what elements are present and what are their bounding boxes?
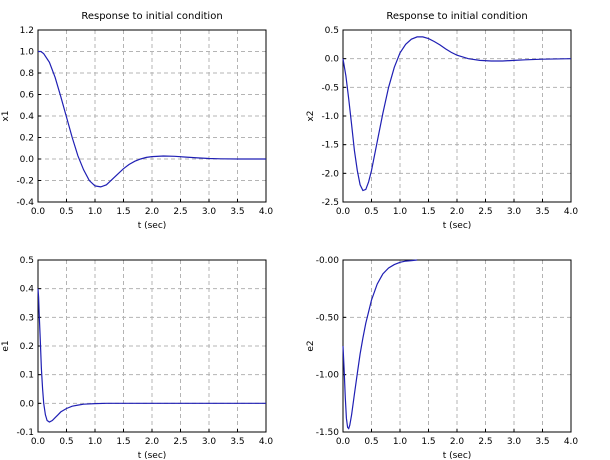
x-tick-label: 1.5 <box>116 207 130 217</box>
x-tick-label: 1.0 <box>393 437 408 447</box>
x-tick-label: 0.0 <box>31 437 46 447</box>
y-tick-label: 0.5 <box>20 256 34 266</box>
y-tick-label: -1.5 <box>321 141 339 151</box>
x-tick-label: 2.5 <box>478 207 492 217</box>
y-tick-label: 0.0 <box>20 155 35 165</box>
x-tick-label: 4.0 <box>564 207 579 217</box>
x-tick-label: 0.0 <box>336 207 351 217</box>
x-tick-label: 1.5 <box>116 437 130 447</box>
y-tick-label: 0.4 <box>20 285 35 295</box>
chart-title: Response to initial condition <box>81 11 222 22</box>
y-axis-label: x2 <box>306 110 316 121</box>
x-tick-label: 2.0 <box>145 437 160 447</box>
y-tick-label: -0.5 <box>321 83 339 93</box>
x-axis-label: t (sec) <box>138 221 167 231</box>
x-tick-label: 1.0 <box>88 437 103 447</box>
subplot-1: 0.0 0.5 1.0 1.5 2.0 2.5 3.0 3.5 4.0 1.2 1.0 0.8 0.6 0… <box>1 11 273 231</box>
x-tick-label: 3.0 <box>202 207 217 217</box>
x-tick-label: 4.0 <box>259 207 274 217</box>
y-tick-label: 0.3 <box>20 313 34 323</box>
subplot-3: 0.0 0.5 1.0 1.5 2.0 2.5 3.0 3.5 4.0 0.5 0.4 0.3 0.2 0… <box>1 256 273 460</box>
x-tick-label: 3.0 <box>507 207 522 217</box>
x-tick-label: 0.0 <box>336 437 351 447</box>
y-tick-label: 0.4 <box>20 112 35 122</box>
x-tick-label: 3.0 <box>202 437 217 447</box>
subplot-2: 0.0 0.5 1.0 1.5 2.0 2.5 3.0 3.5 4.0 0.5 0.0 -0.5 -1.… <box>306 11 578 231</box>
series-line-x1 <box>38 50 266 188</box>
x-tick-label: 3.5 <box>230 207 244 217</box>
plot-frame <box>37 29 267 203</box>
x-tick-label: 0.5 <box>364 207 378 217</box>
x-tick-label: 3.5 <box>230 437 244 447</box>
y-tick-label: 1.2 <box>20 26 34 36</box>
x-tick-label: 2.0 <box>145 207 160 217</box>
plot-frame <box>37 259 267 433</box>
subplot-4: 0.0 0.5 1.0 1.5 2.0 2.5 3.0 3.5 4.0 -0.00 -0.50 -1.… <box>306 256 578 460</box>
x-tick-label: 2.0 <box>450 437 465 447</box>
y-tick-label: 0.5 <box>325 26 339 36</box>
y-axis-label: e2 <box>306 340 316 351</box>
x-tick-label: 4.0 <box>564 437 579 447</box>
y-tick-label: -1.00 <box>316 371 340 381</box>
x-tick-label: 1.0 <box>88 207 103 217</box>
x-axis-label: t (sec) <box>443 451 472 460</box>
y-tick-label: -0.2 <box>16 177 34 187</box>
y-tick-label: 0.2 <box>20 342 34 352</box>
x-tick-label: 0.0 <box>31 207 46 217</box>
chart-title: Response to initial condition <box>386 11 527 22</box>
y-tick-label: 0.0 <box>325 55 340 65</box>
x-tick-label: 2.5 <box>478 437 492 447</box>
x-tick-label: 2.0 <box>450 207 465 217</box>
y-tick-label: -1.50 <box>316 428 340 438</box>
x-tick-label: 3.5 <box>535 207 549 217</box>
y-tick-label: 0.6 <box>20 91 35 101</box>
x-tick-label: 4.0 <box>259 437 274 447</box>
y-tick-label: 1.0 <box>20 48 35 58</box>
y-tick-label: -2.5 <box>321 198 339 208</box>
y-tick-label: -0.00 <box>316 256 340 266</box>
x-tick-label: 1.5 <box>421 437 435 447</box>
x-tick-label: 0.5 <box>59 437 73 447</box>
series-line-e2 <box>342 259 418 430</box>
series-line-e1 <box>37 288 266 423</box>
x-tick-label: 3.0 <box>507 437 522 447</box>
y-tick-label: -0.1 <box>16 428 34 438</box>
x-tick-label: 2.5 <box>173 437 187 447</box>
y-tick-label: -0.4 <box>16 198 34 208</box>
plot-frame <box>342 29 572 203</box>
x-tick-label: 1.0 <box>393 207 408 217</box>
y-tick-label: 0.2 <box>20 134 34 144</box>
y-tick-label: -0.50 <box>316 313 340 323</box>
y-tick-label: -1.0 <box>321 112 339 122</box>
x-tick-label: 0.5 <box>364 437 378 447</box>
y-axis-label: x1 <box>1 110 11 121</box>
y-axis-label: e1 <box>1 340 11 351</box>
x-axis-label: t (sec) <box>443 221 472 231</box>
x-tick-label: 3.5 <box>535 437 549 447</box>
x-tick-label: 2.5 <box>173 207 187 217</box>
y-tick-label: -2.0 <box>321 169 339 179</box>
y-tick-label: 0.8 <box>20 69 35 79</box>
x-tick-label: 1.5 <box>421 207 435 217</box>
x-tick-label: 0.5 <box>59 207 73 217</box>
y-tick-label: 0.0 <box>20 399 35 409</box>
y-tick-label: 0.1 <box>20 371 34 381</box>
x-axis-label: t (sec) <box>138 451 167 460</box>
series-line-x2 <box>342 36 572 192</box>
